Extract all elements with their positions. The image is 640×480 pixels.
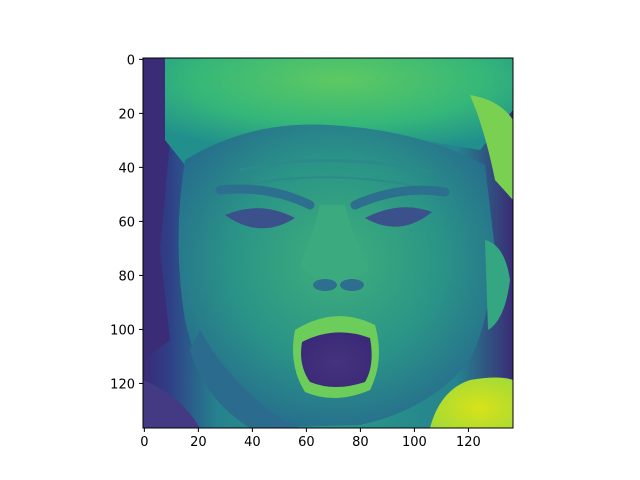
x-tick-label: 60: [298, 435, 315, 450]
y-tick-label: 40: [118, 161, 135, 176]
y-tick-label: 100: [110, 323, 135, 338]
heatmap-image: [143, 58, 513, 428]
x-tick-label: 20: [190, 435, 207, 450]
y-tick-label: 80: [118, 269, 135, 284]
x-axis: 0 20 40 60 80 100 120: [140, 428, 481, 450]
y-tick-label: 20: [118, 107, 135, 122]
x-tick-label: 120: [456, 435, 481, 450]
x-tick-label: 100: [402, 435, 427, 450]
axes-frame: [142, 57, 514, 429]
x-tick-label: 40: [244, 435, 261, 450]
x-tick-label: 0: [140, 435, 148, 450]
y-axis: 0 20 40 60 80 100 120: [110, 53, 143, 392]
y-tick-label: 0: [127, 53, 135, 68]
x-tick-label: 80: [352, 435, 369, 450]
y-tick-label: 120: [110, 377, 135, 392]
y-tick-label: 60: [118, 215, 135, 230]
